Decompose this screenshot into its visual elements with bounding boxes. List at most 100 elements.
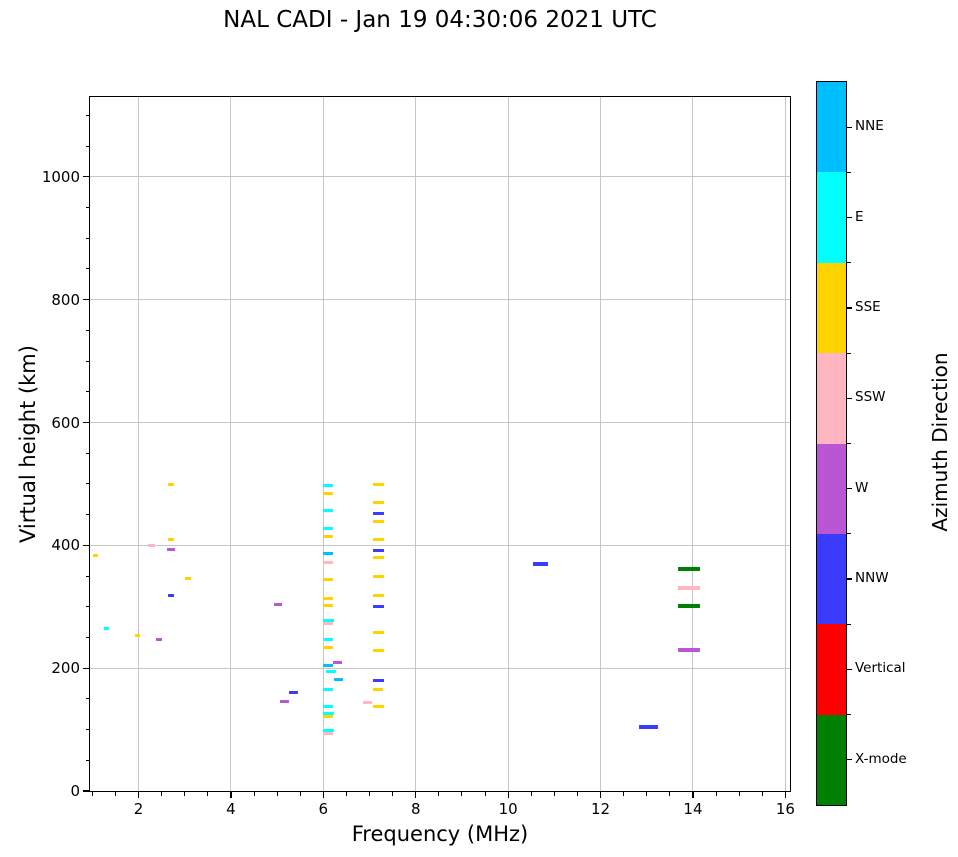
x-minor-tick	[299, 792, 301, 796]
colorbar-tick-label: X-mode	[855, 750, 907, 767]
plot-area	[90, 97, 790, 791]
x-minor-tick	[161, 792, 163, 796]
data-point-sse	[323, 578, 334, 582]
x-minor-tick	[576, 792, 578, 796]
colorbar	[817, 82, 846, 805]
y-gridline	[90, 667, 790, 669]
colorbar-tick-label: SSE	[855, 298, 881, 315]
chart-title: NAL CADI - Jan 19 04:30:06 2021 UTC	[223, 7, 657, 33]
x-gridline	[230, 97, 232, 791]
data-point-e	[326, 669, 337, 673]
x-tick-label: 6	[318, 800, 329, 818]
data-point-sse	[184, 577, 191, 580]
x-minor-tick	[276, 792, 278, 796]
x-major-tick	[784, 792, 786, 798]
data-point-nnw	[372, 548, 384, 552]
x-major-tick	[692, 792, 694, 798]
colorbar-tick	[847, 397, 852, 399]
data-point-w	[273, 602, 282, 606]
x-gridline	[322, 97, 324, 791]
data-point-sse	[373, 687, 384, 691]
colorbar-boundary-tick	[847, 352, 851, 354]
data-point-ssw	[363, 701, 373, 705]
x-minor-tick	[484, 792, 486, 796]
x-minor-tick	[530, 792, 532, 796]
y-minor-tick	[85, 391, 89, 393]
data-point-sse	[93, 554, 99, 558]
data-point-sse	[323, 645, 334, 649]
data-point-ssw	[323, 731, 334, 735]
x-gridline	[784, 97, 786, 791]
data-point-sse	[323, 714, 334, 718]
data-point-ssw	[678, 586, 701, 591]
y-tick-label: 400	[51, 536, 80, 555]
x-minor-tick	[623, 792, 625, 796]
x-tick-label: 10	[498, 800, 518, 818]
colorbar-tick-label: SSW	[855, 389, 886, 406]
y-minor-tick	[85, 360, 89, 362]
colorbar-boundary-tick	[847, 714, 851, 716]
data-point-e	[323, 637, 333, 641]
y-major-tick	[83, 544, 89, 546]
x-major-tick	[415, 792, 417, 798]
y-axis-label: Virtual height (km)	[16, 345, 40, 543]
y-gridline	[90, 422, 790, 423]
x-minor-tick	[669, 792, 671, 796]
data-point-nnw	[168, 593, 175, 597]
colorbar-segment-w	[817, 443, 846, 534]
x-minor-tick	[91, 792, 93, 796]
x-minor-tick	[392, 792, 394, 796]
colorbar-tick-label: W	[855, 479, 869, 496]
data-point-e	[323, 688, 334, 692]
y-minor-tick	[85, 606, 89, 608]
colorbar-segment-sse	[817, 262, 846, 354]
colorbar-label: Azimuth Direction	[928, 352, 952, 532]
y-minor-tick	[85, 207, 89, 209]
colorbar-tick-label: E	[855, 208, 864, 225]
colorbar-tick	[847, 216, 852, 219]
y-tick-label: 200	[51, 659, 80, 678]
data-point-nne	[323, 664, 334, 668]
data-point-sse	[372, 575, 384, 579]
y-major-tick	[83, 790, 89, 792]
colorbar-segment-x-mode	[817, 714, 846, 805]
data-point-x-mode	[678, 567, 701, 572]
x-major-tick	[230, 792, 232, 798]
colorbar-tick-label: Vertical	[855, 660, 906, 677]
data-point-sse	[323, 534, 333, 538]
colorbar-tick-label: NNE	[855, 118, 884, 135]
data-point-ssw	[148, 543, 156, 547]
x-gridline	[507, 97, 509, 791]
y-minor-tick	[85, 636, 89, 638]
x-minor-tick	[761, 792, 763, 796]
x-gridline	[415, 97, 417, 791]
x-tick-label: 14	[683, 800, 703, 818]
x-major-tick	[137, 792, 140, 798]
y-tick-label: 0	[70, 782, 80, 800]
colorbar-tick	[847, 126, 852, 128]
data-point-e	[323, 712, 335, 716]
data-point-sse	[372, 649, 384, 653]
colorbar-boundary-tick	[847, 171, 851, 173]
colorbar-boundary-tick	[847, 442, 851, 445]
colorbar-segment-nne	[817, 82, 846, 173]
x-minor-tick	[738, 792, 740, 796]
colorbar-segment-vertical	[817, 624, 846, 715]
data-point-nnw	[372, 678, 384, 682]
data-point-sse	[168, 483, 175, 487]
data-point-e	[323, 705, 334, 709]
data-point-sse	[323, 596, 334, 600]
x-tick-label: 16	[775, 800, 795, 818]
x-tick-label: 4	[226, 800, 236, 818]
data-point-e	[323, 527, 334, 531]
y-minor-tick	[85, 729, 89, 731]
data-point-nnw	[288, 690, 298, 694]
y-minor-tick	[85, 698, 89, 700]
data-point-e	[322, 729, 334, 733]
x-minor-tick	[715, 792, 717, 796]
y-gridline	[90, 176, 790, 178]
y-major-tick	[83, 667, 89, 669]
colorbar-tick-label: NNW	[855, 570, 889, 587]
colorbar-tick	[847, 578, 852, 580]
colorbar-segment-e	[817, 172, 846, 263]
